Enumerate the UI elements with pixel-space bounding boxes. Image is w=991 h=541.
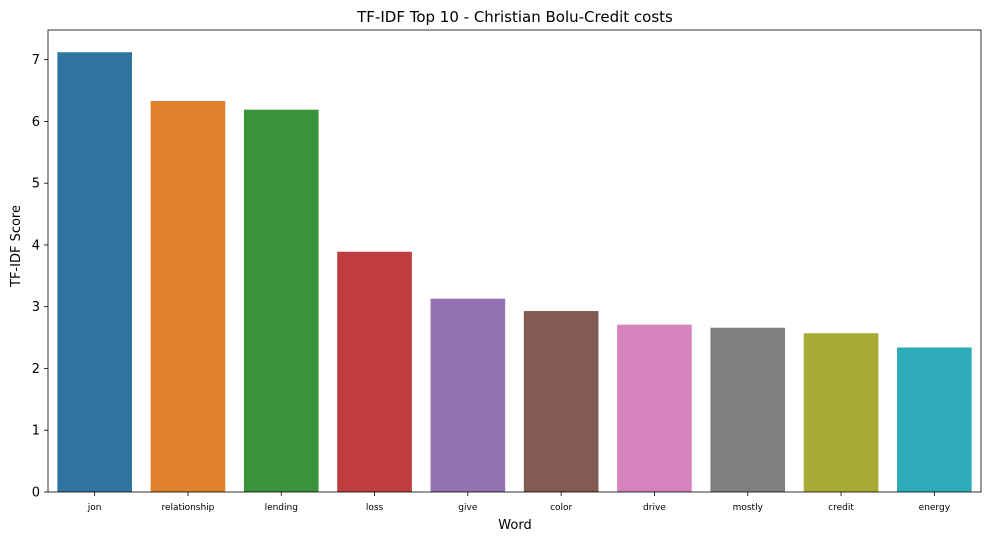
bar-loss: [337, 251, 412, 492]
bar-give: [430, 298, 506, 492]
y-tick-label: 6: [32, 115, 40, 130]
x-tick-label: mostly: [733, 503, 764, 513]
x-axis-label: Word: [498, 518, 531, 533]
bars-layer: [57, 52, 972, 493]
bar-color: [523, 311, 599, 492]
y-tick-label: 3: [32, 300, 40, 315]
y-axis-ticks: 0 1 2 3 4 5 6 7: [32, 53, 48, 501]
y-tick-label: 4: [32, 238, 40, 253]
y-tick-label: 0: [32, 486, 40, 501]
x-tick-label: color: [550, 503, 572, 513]
bar-energy: [897, 347, 972, 492]
y-tick-label: 2: [32, 362, 40, 377]
bar-credit: [803, 333, 879, 492]
y-axis-label: TF-IDF Score: [9, 205, 24, 288]
x-tick-label: loss: [366, 503, 384, 513]
x-tick-label: relationship: [161, 503, 214, 513]
x-tick-label: jon: [87, 503, 102, 513]
x-tick-label: drive: [643, 503, 666, 513]
y-tick-label: 5: [32, 177, 40, 192]
x-tick-label: credit: [828, 503, 854, 513]
y-tick-label: 7: [32, 53, 40, 68]
x-tick-label: energy: [919, 503, 951, 513]
chart-title: TF-IDF Top 10 - Christian Bolu-Credit co…: [356, 8, 673, 26]
bar-relationship: [150, 101, 226, 492]
bar-drive: [617, 324, 692, 492]
bar-mostly: [710, 327, 786, 492]
y-tick-label: 1: [32, 424, 40, 439]
plot-frame: [47, 29, 982, 493]
x-tick-label: lending: [265, 503, 298, 513]
x-tick-label: give: [458, 503, 478, 513]
bar-lending: [243, 109, 319, 493]
x-axis-ticks: jon relationship lending loss give color drive…: [87, 492, 951, 513]
axes-layer: [47, 29, 982, 493]
bar-jon: [57, 52, 132, 493]
